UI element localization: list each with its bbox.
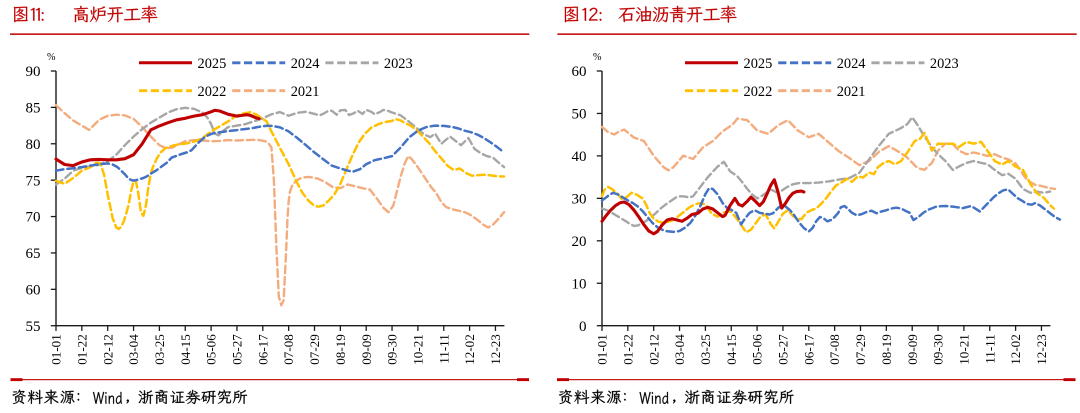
svg-text:2021: 2021 [291, 84, 320, 100]
svg-text:07-08: 07-08 [281, 334, 296, 365]
svg-text:20: 20 [572, 234, 587, 250]
svg-text:2025: 2025 [198, 56, 227, 72]
svg-text:01-22: 01-22 [620, 334, 635, 365]
svg-text:07-29: 07-29 [853, 334, 868, 365]
svg-text:08-19: 08-19 [333, 334, 348, 365]
svg-text:05-27: 05-27 [776, 334, 791, 365]
svg-text:2024: 2024 [837, 56, 866, 72]
svg-text:90: 90 [26, 64, 41, 80]
svg-text:40: 40 [572, 149, 587, 165]
svg-text:2022: 2022 [198, 84, 227, 100]
svg-text:65: 65 [26, 246, 41, 262]
svg-text:0: 0 [579, 319, 587, 335]
svg-text:60: 60 [26, 282, 41, 298]
svg-text:10-21: 10-21 [411, 334, 426, 365]
svg-text:2024: 2024 [291, 56, 320, 72]
svg-text:11-11: 11-11 [436, 334, 451, 364]
svg-text:2022: 2022 [744, 84, 773, 100]
svg-text:%: % [593, 52, 602, 63]
svg-text:05-27: 05-27 [230, 334, 245, 365]
svg-text:50: 50 [572, 107, 587, 123]
svg-text:60: 60 [572, 64, 587, 80]
svg-text:2023: 2023 [930, 56, 959, 72]
svg-text:12-02: 12-02 [1008, 334, 1023, 365]
svg-text:03-04: 03-04 [672, 334, 687, 365]
svg-text:11-11: 11-11 [982, 334, 997, 364]
svg-text:12-23: 12-23 [1034, 334, 1049, 365]
svg-text:85: 85 [26, 101, 41, 117]
svg-text:80: 80 [26, 137, 41, 153]
svg-text:01-01: 01-01 [49, 334, 64, 365]
svg-text:2023: 2023 [384, 56, 413, 72]
svg-text:03-04: 03-04 [126, 334, 141, 365]
svg-text:03-25: 03-25 [698, 334, 713, 365]
svg-text:12-23: 12-23 [488, 334, 503, 365]
svg-text:10: 10 [572, 276, 587, 292]
svg-text:07-08: 07-08 [827, 334, 842, 365]
svg-text:09-09: 09-09 [359, 334, 374, 365]
svg-text:2025: 2025 [744, 56, 773, 72]
svg-text:09-30: 09-30 [385, 334, 400, 365]
svg-text:01-01: 01-01 [595, 334, 610, 365]
svg-text:08-19: 08-19 [879, 334, 894, 365]
svg-text:02-12: 02-12 [646, 334, 661, 365]
svg-text:03-25: 03-25 [152, 334, 167, 365]
svg-text:09-09: 09-09 [905, 334, 920, 365]
svg-text:01-22: 01-22 [74, 334, 89, 365]
svg-text:30: 30 [572, 192, 587, 208]
svg-text:75: 75 [26, 173, 41, 189]
svg-text:07-29: 07-29 [307, 334, 322, 365]
svg-text:55: 55 [26, 319, 41, 335]
svg-text:02-12: 02-12 [100, 334, 115, 365]
svg-text:10-21: 10-21 [957, 334, 972, 365]
svg-text:70: 70 [26, 210, 41, 226]
svg-text:04-15: 04-15 [178, 334, 193, 365]
svg-text:09-30: 09-30 [931, 334, 946, 365]
svg-text:05-06: 05-06 [750, 334, 765, 365]
svg-text:04-15: 04-15 [724, 334, 739, 365]
svg-text:06-17: 06-17 [801, 334, 816, 365]
svg-text:12-02: 12-02 [462, 334, 477, 365]
svg-text:06-17: 06-17 [255, 334, 270, 365]
svg-text:05-06: 05-06 [204, 334, 219, 365]
svg-text:%: % [47, 52, 56, 63]
svg-text:2021: 2021 [837, 84, 866, 100]
